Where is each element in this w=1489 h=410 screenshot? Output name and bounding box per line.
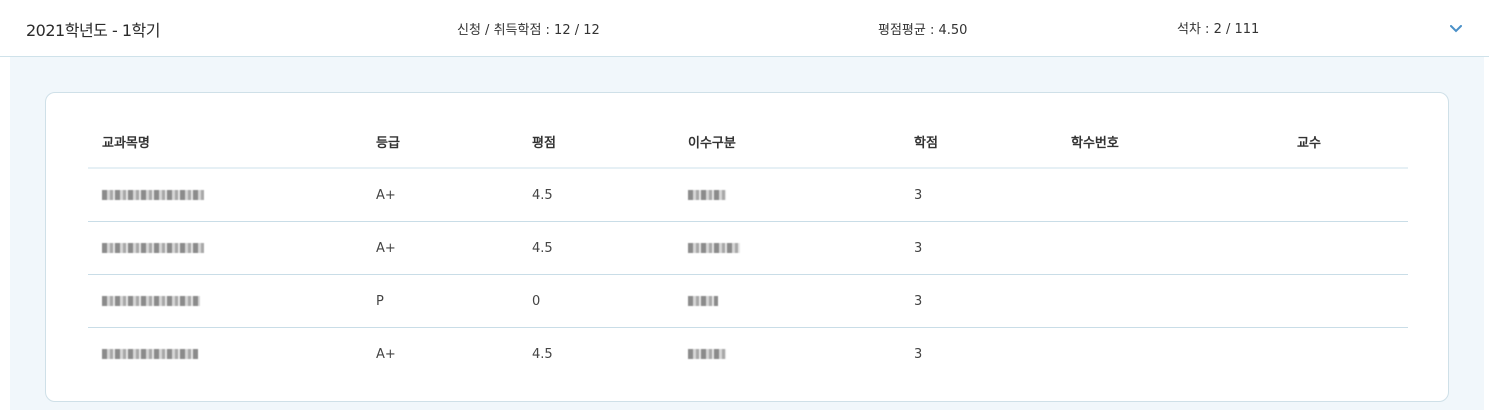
- header-course-name: 교과목명: [88, 115, 362, 169]
- header-grade: 등급: [362, 115, 518, 169]
- gpa-summary: 평점평균 : 4.50: [878, 23, 968, 38]
- grades-table: 교과목명 등급 평점 이수구분 학점 학수번호 교수 A+ 4.5 3: [88, 115, 1408, 380]
- redacted-text: [102, 190, 204, 200]
- credits-summary: 신청 / 취득학점 : 12 / 12: [457, 23, 600, 38]
- points-cell: 4.5: [532, 346, 553, 362]
- redacted-text: [102, 296, 200, 306]
- credit-cell: 3: [900, 168, 1057, 222]
- course-name-cell: [88, 168, 362, 222]
- header-credit: 학점: [900, 115, 1057, 169]
- credit-cell: 3: [900, 221, 1057, 275]
- course-code-cell: [1057, 274, 1283, 328]
- professor-cell: [1283, 168, 1408, 222]
- points-cell: 0: [518, 274, 674, 328]
- redacted-text: [688, 243, 740, 253]
- header-course-code: 학수번호: [1057, 115, 1283, 169]
- redacted-text: [688, 190, 726, 200]
- course-name-cell: [88, 221, 362, 275]
- table-header-row: 교과목명 등급 평점 이수구분 학점 학수번호 교수: [88, 115, 1408, 169]
- course-name-cell: [88, 274, 362, 328]
- redacted-text: [102, 243, 204, 253]
- course-code-cell: [1057, 221, 1283, 275]
- term-title: 2021학년도 - 1학기: [26, 21, 160, 40]
- grade-cell: A+: [362, 168, 518, 222]
- table-row: A+ 4.5 3: [88, 168, 1408, 222]
- header-category: 이수구분: [674, 115, 900, 169]
- chevron-down-icon[interactable]: [1449, 22, 1463, 36]
- grade-cell: A+: [362, 221, 518, 275]
- redacted-text: [102, 349, 198, 359]
- points-cell: 4.5: [518, 221, 674, 275]
- professor-cell: [1283, 328, 1408, 381]
- category-cell: [674, 168, 900, 222]
- course-code-cell: [1057, 328, 1283, 381]
- term-summary-header[interactable]: 2021학년도 - 1학기 신청 / 취득학점 : 12 / 12 평점평균 :…: [0, 0, 1489, 57]
- rank-summary: 석차 : 2 / 111: [1177, 22, 1260, 37]
- category-cell: [674, 328, 900, 381]
- grade-cell: P: [362, 274, 518, 328]
- header-professor: 교수: [1283, 115, 1408, 169]
- professor-cell: [1283, 221, 1408, 275]
- table-row: A+ 4.5 3: [88, 221, 1408, 275]
- table-row: P 0 3: [88, 274, 1408, 328]
- course-code-cell: [1057, 168, 1283, 222]
- grade-cell: A+: [376, 346, 396, 362]
- redacted-text: [688, 296, 718, 306]
- points-cell: 4.5: [518, 168, 674, 222]
- category-cell: [674, 274, 900, 328]
- credit-cell: 3: [914, 346, 923, 362]
- professor-cell: [1283, 274, 1408, 328]
- grades-card: 교과목명 등급 평점 이수구분 학점 학수번호 교수 A+ 4.5 3: [45, 92, 1449, 402]
- redacted-text: [688, 349, 726, 359]
- term-detail-panel: 교과목명 등급 평점 이수구분 학점 학수번호 교수 A+ 4.5 3: [10, 57, 1484, 410]
- course-name-cell: [88, 328, 362, 381]
- table-row: A+ 4.5 3: [88, 328, 1408, 381]
- category-cell: [674, 221, 900, 275]
- credit-cell: 3: [900, 274, 1057, 328]
- header-points: 평점: [518, 115, 674, 169]
